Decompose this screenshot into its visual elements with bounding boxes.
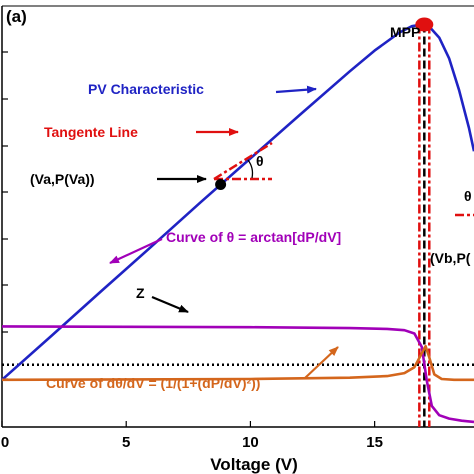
points-layer [215, 17, 434, 191]
theta-arc [247, 159, 254, 179]
x-ticks: 0 5 10 15 [1, 421, 383, 451]
theta-curve [1, 325, 474, 424]
va-point-label: (Va,P(Va)) [30, 171, 95, 187]
x-tick-label: 10 [242, 434, 259, 451]
theta-symbol: θ [256, 153, 264, 169]
arrow-dtheta-curve [304, 346, 339, 379]
arrow-pv-characteristic [275, 85, 317, 94]
va-point [215, 179, 227, 191]
x-axis-label: Voltage (V) [210, 455, 298, 474]
z-label: Z [136, 285, 145, 301]
pv-characteristic-curve [1, 23, 474, 381]
x-tick-label: 5 [122, 434, 130, 451]
tangente-line-label: Tangente Line [44, 124, 138, 140]
dtheta-curve-label: Curve of dθ/dV = (1/(1+(dP/dV)²)) [46, 375, 260, 391]
panel-label: (a) [6, 7, 27, 26]
tangent-line [213, 141, 273, 181]
reference-lines [2, 24, 474, 427]
vb-point-label: (Vb,P( [430, 250, 471, 266]
mpp-point [415, 17, 434, 32]
y-ticks [2, 51, 8, 380]
arrow-z-line [151, 295, 189, 314]
x-tick-label: 0 [1, 434, 9, 451]
x-tick-label: 15 [366, 434, 383, 451]
theta-symbol-right: θ [464, 188, 472, 204]
mpp-label: MPP [390, 24, 420, 40]
theta-curve-label: Curve of θ = arctan[dP/dV] [166, 229, 341, 245]
series-layer [1, 23, 474, 424]
dtheta-curve [1, 344, 474, 382]
arrow-theta-curve [109, 238, 163, 264]
pv-characteristic-label: PV Characteristic [88, 81, 204, 97]
